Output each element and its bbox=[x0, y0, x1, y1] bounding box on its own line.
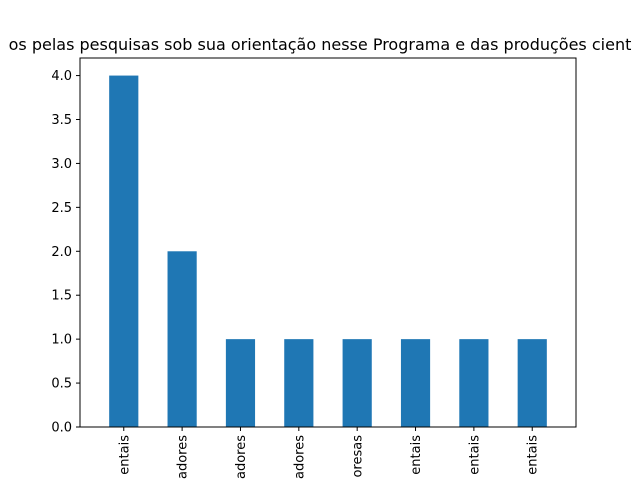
bar bbox=[167, 251, 197, 427]
bars bbox=[109, 75, 547, 428]
y-tick-label: 2.0 bbox=[51, 245, 72, 260]
x-tick-label: entais bbox=[117, 435, 132, 475]
y-tick-label: 0.5 bbox=[51, 377, 72, 392]
y-tick-label: 2.5 bbox=[51, 201, 72, 216]
x-tick-label: adores bbox=[234, 435, 249, 479]
x-tick-label: entais bbox=[409, 435, 424, 475]
y-tick-label: 3.0 bbox=[51, 157, 72, 172]
bar bbox=[109, 75, 139, 428]
y-tick-label: 0.0 bbox=[51, 421, 72, 436]
bar bbox=[459, 339, 489, 427]
x-axis: entais adores adores adores oresas entais enta… bbox=[117, 427, 541, 479]
y-tick-label: 1.5 bbox=[51, 289, 72, 304]
bar bbox=[342, 339, 372, 427]
x-tick-label: adores bbox=[292, 435, 307, 479]
x-tick-label: adores bbox=[176, 435, 191, 479]
y-tick-label: 3.5 bbox=[51, 113, 72, 128]
bar bbox=[225, 339, 256, 427]
y-axis: 0.0 0.5 1.0 1.5 2.0 2.5 3.0 3.5 4.0 bbox=[51, 69, 80, 436]
y-tick-label: 4.0 bbox=[51, 69, 72, 84]
chart-title: os pelas pesquisas sob sua orientação ne… bbox=[9, 35, 632, 54]
x-tick-label: entais bbox=[526, 435, 541, 475]
x-tick-label: entais bbox=[467, 435, 482, 475]
y-tick-label: 1.0 bbox=[51, 333, 72, 348]
bar bbox=[284, 339, 314, 427]
x-tick-label: oresas bbox=[351, 435, 366, 478]
bar bbox=[400, 339, 431, 427]
bar bbox=[517, 339, 547, 427]
plot-area-frame bbox=[79, 57, 577, 428]
